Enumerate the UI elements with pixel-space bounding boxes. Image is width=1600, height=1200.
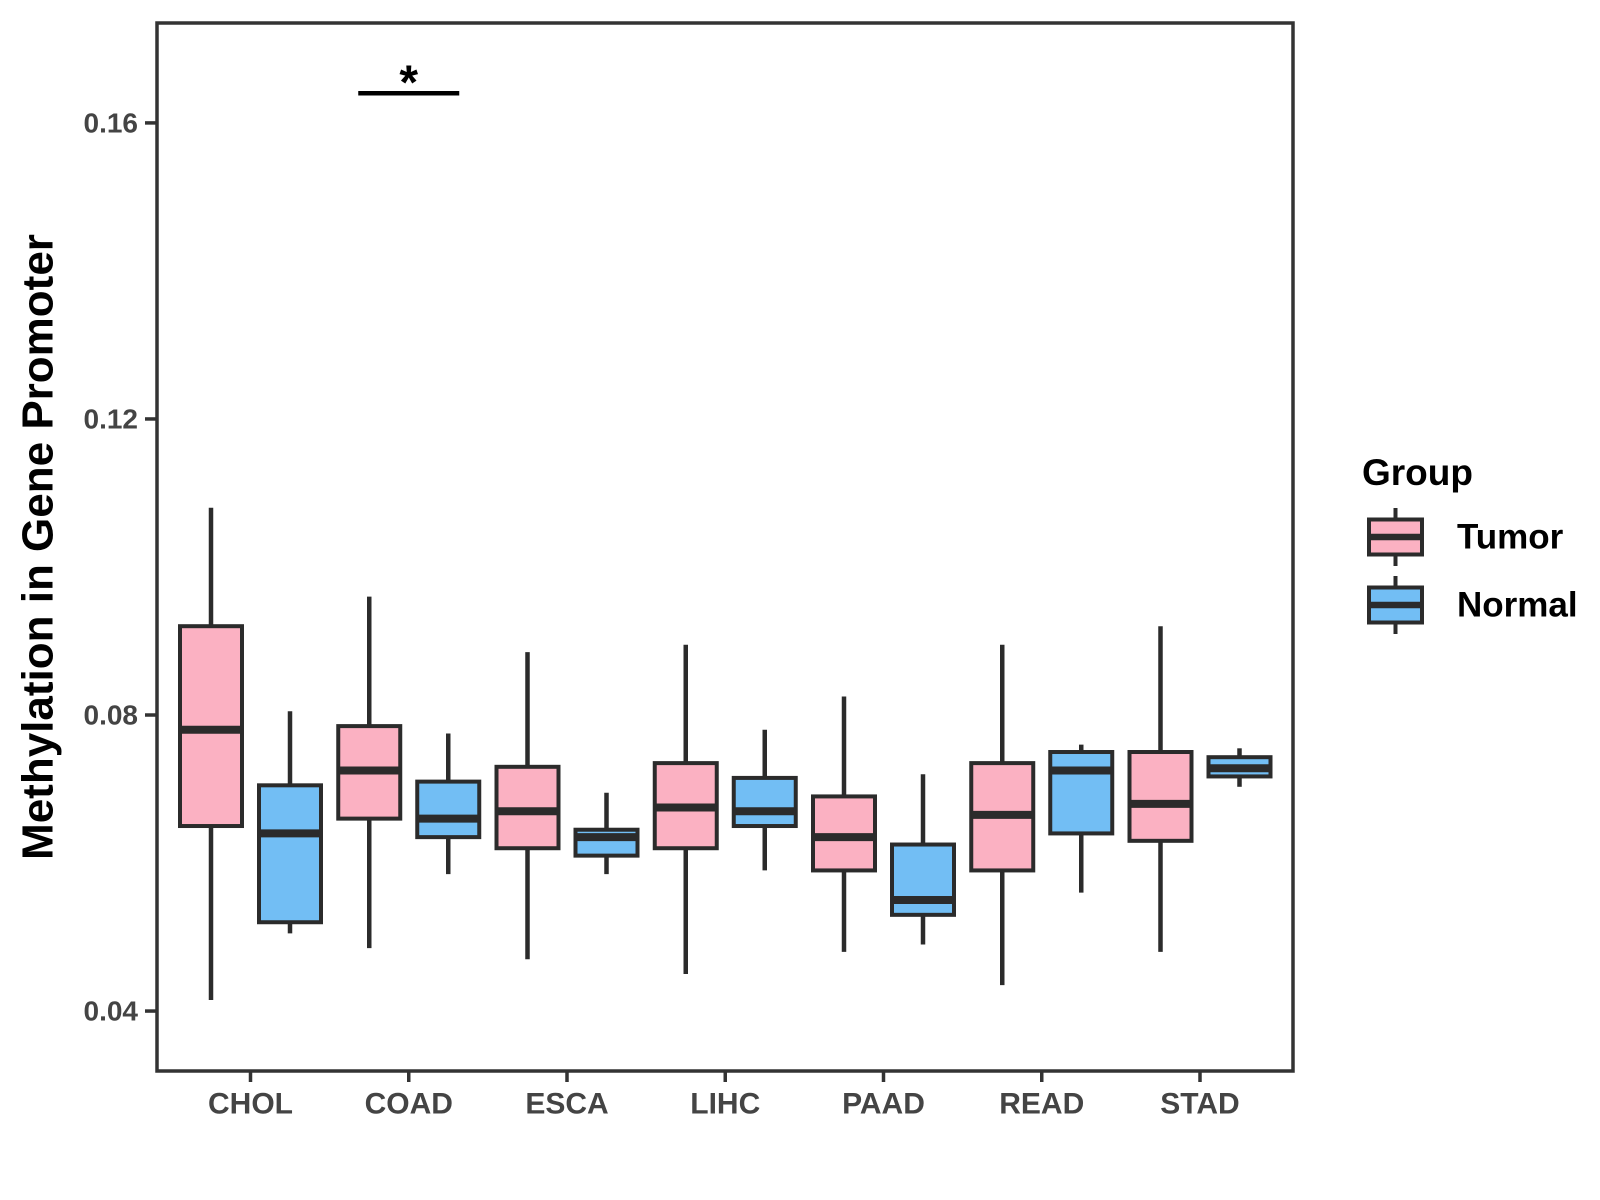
y-tick-label: 0.16 (84, 107, 139, 138)
iqr-box (257, 783, 323, 925)
box-stad-normal (1206, 748, 1273, 787)
x-tick-label-coad: COAD (365, 1088, 453, 1121)
legend-item-tumor: Tumor (1367, 508, 1564, 566)
box-lihc-normal (731, 729, 798, 871)
box-paad-tumor (811, 696, 877, 952)
box-chol-normal (257, 711, 323, 934)
box-lihc-tumor (652, 644, 719, 975)
y-axis-title: Methylation in Gene Promoter (14, 234, 63, 860)
box-read-normal (1048, 744, 1115, 893)
x-tick-label-read: READ (999, 1088, 1084, 1121)
box-esca-normal (573, 792, 640, 875)
legend-item-label: Normal (1457, 586, 1578, 625)
box-coad-normal (415, 733, 482, 875)
legend: Group Tumor Normal (1362, 452, 1578, 634)
significance-annotation: * (358, 56, 460, 109)
legend-item-normal: Normal (1367, 576, 1578, 634)
box-read-tumor (969, 644, 1036, 986)
iqr-box (415, 779, 482, 840)
box-esca-tumor (494, 652, 561, 960)
significance-asterisk: * (399, 56, 418, 109)
series-normal (257, 711, 1273, 945)
iqr-box (731, 775, 798, 829)
y-tick-label: 0.12 (84, 403, 139, 434)
box-chol-tumor (178, 507, 244, 1000)
iqr-box (890, 842, 956, 917)
x-tick-label-chol: CHOL (208, 1088, 293, 1121)
series-tumor (178, 507, 1194, 1000)
box-coad-tumor (336, 596, 403, 949)
iqr-box (1127, 750, 1194, 843)
x-tick-label-paad: PAAD (842, 1088, 925, 1121)
x-tick-label-stad: STAD (1160, 1088, 1239, 1121)
y-axis: 0.04 0.08 0.12 0.16 (84, 107, 157, 1027)
x-axis: CHOL COAD ESCA LIHC PAAD READ STAD (208, 1071, 1240, 1121)
plot-border (155, 21, 1295, 1073)
box-paad-normal (890, 774, 956, 945)
x-tick-label-esca: ESCA (525, 1088, 608, 1121)
legend-title: Group (1362, 452, 1473, 493)
x-tick-label-lihc: LIHC (690, 1088, 760, 1121)
box-stad-tumor (1127, 626, 1194, 952)
legend-item-label: Tumor (1457, 518, 1564, 557)
iqr-box (1048, 750, 1115, 836)
y-tick-label: 0.08 (84, 700, 139, 731)
y-tick-label: 0.04 (84, 996, 139, 1027)
